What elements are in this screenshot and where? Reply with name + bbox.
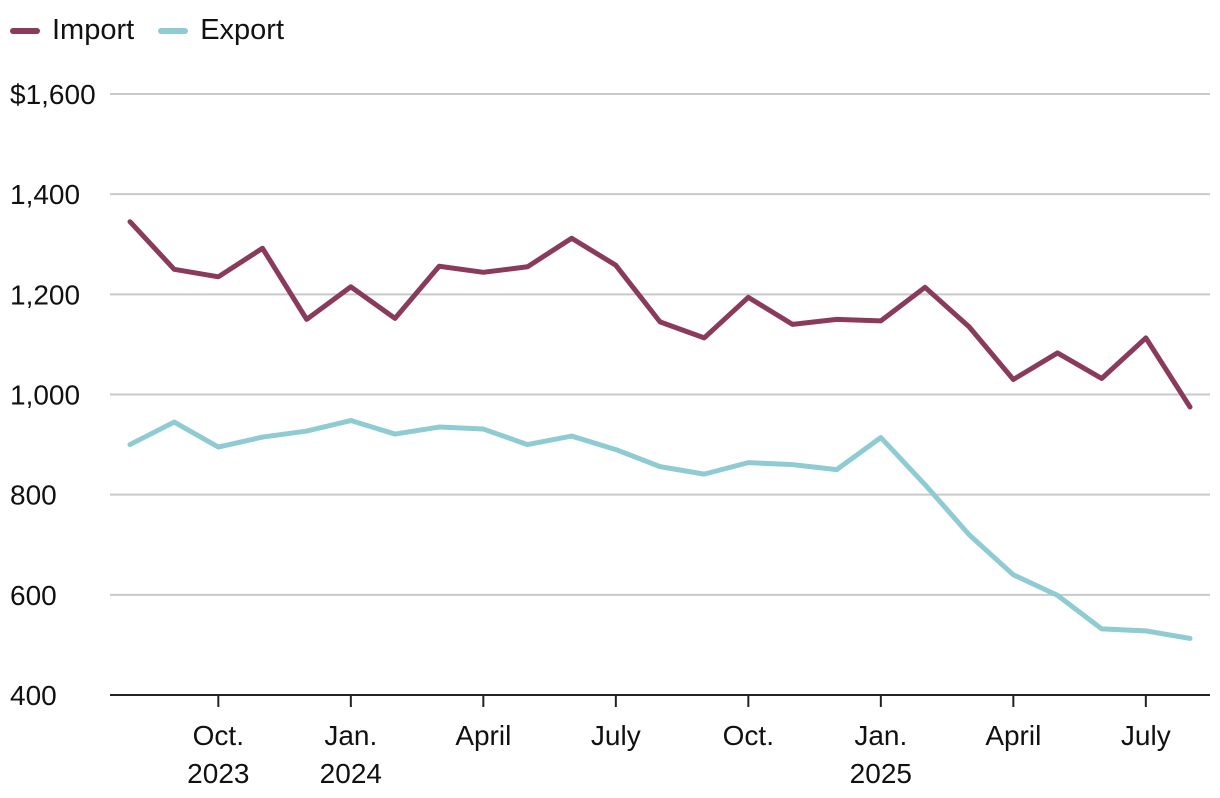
y-tick-label: 1,400 — [10, 179, 80, 210]
legend-import-label: Import — [52, 14, 135, 46]
x-tick-label: April — [455, 720, 511, 751]
x-tick-label: April — [985, 720, 1041, 751]
x-tick-label: July — [1121, 720, 1171, 751]
import-series-line — [127, 219, 1193, 410]
import-legend-swatch — [10, 27, 40, 34]
x-tick-label: Oct. — [193, 720, 244, 751]
legend-import: Import — [10, 16, 134, 45]
legend-export: Export — [158, 16, 284, 45]
y-tick-label: 600 — [10, 580, 57, 611]
y-tick-label: 1,200 — [10, 279, 80, 310]
y-tick-label: 1,000 — [10, 380, 80, 411]
y-tick-label: 400 — [10, 680, 57, 711]
y-tick-label: 800 — [10, 480, 57, 511]
export-legend-swatch — [158, 27, 189, 34]
x-tick-year-label: 2024 — [320, 758, 382, 789]
x-tick-label: Jan. — [854, 720, 907, 751]
x-tick-label: Jan. — [324, 720, 377, 751]
legend: Import Export — [10, 16, 284, 45]
x-tick-label: July — [591, 720, 641, 751]
export-series-line — [127, 418, 1193, 641]
y-tick-label: $1,600 — [10, 79, 96, 110]
x-tick-year-label: 2023 — [187, 758, 249, 789]
legend-export-label: Export — [200, 14, 285, 46]
x-tick-label: Oct. — [723, 720, 774, 751]
x-tick-year-label: 2025 — [850, 758, 912, 789]
